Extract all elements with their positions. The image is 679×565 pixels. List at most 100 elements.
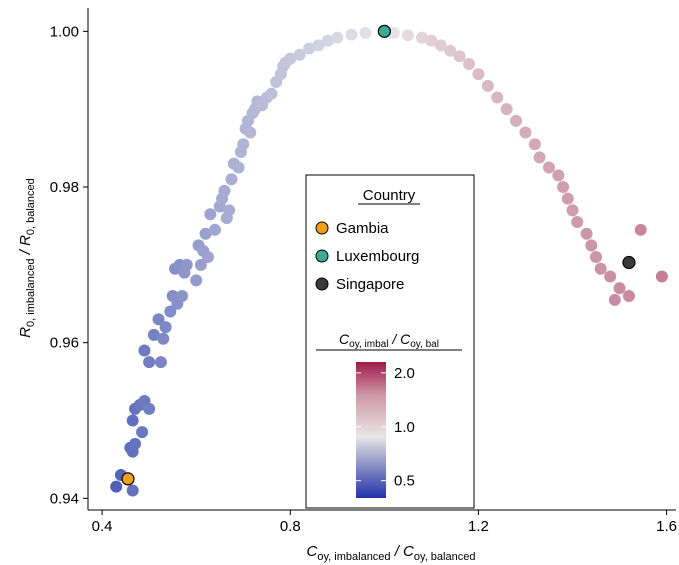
scatter-point: [622, 289, 635, 302]
scatter-point: [129, 437, 142, 450]
y-tick-label: 0.98: [50, 179, 79, 196]
scatter-point: [176, 289, 189, 302]
legend-swatch-singapore: [315, 277, 329, 291]
x-tick-label: 0.8: [280, 518, 301, 535]
scatter-point: [566, 204, 579, 217]
scatter-point: [237, 138, 250, 151]
scatter-point: [552, 169, 565, 182]
colorbar-tick-label: 2.0: [394, 365, 415, 382]
scatter-point: [533, 151, 546, 164]
scatter-point: [500, 103, 513, 116]
scatter-point: [180, 258, 193, 271]
colorbar-title-mid: / C: [388, 331, 411, 347]
y-ticks: 0.94 0.96 0.98 1.00: [50, 23, 88, 507]
scatter-point: [519, 126, 532, 139]
scatter-point: [604, 270, 617, 283]
scatter-point: [138, 344, 151, 357]
y-tick-label: 0.96: [50, 335, 79, 352]
colorbar-ticks: 0.5 1.0 2.0: [356, 365, 415, 490]
highlight-point-singapore: [622, 255, 636, 270]
scatter-point: [164, 305, 177, 318]
legend-box: Country Gambia Luxembourg Singapore Coy,…: [305, 174, 475, 509]
x-axis-label: Coy, imbalanced / Coy, balanced: [307, 543, 476, 563]
scatter-point: [126, 414, 139, 427]
scatter-point: [594, 262, 607, 275]
scatter-point: [634, 223, 647, 236]
scatter-point: [613, 282, 626, 295]
scatter-point: [110, 480, 123, 493]
scatter-point: [209, 223, 222, 236]
x-ticks: 0.4 0.8 1.2 1.6: [92, 510, 677, 535]
scatter-point: [225, 173, 238, 186]
scatter-point: [463, 58, 476, 71]
scatter-point: [157, 332, 170, 345]
scatter-point: [143, 356, 156, 369]
scatter-point: [194, 258, 207, 271]
scatter-point: [491, 91, 504, 104]
scatter-point: [453, 50, 466, 63]
scatter-point: [159, 321, 172, 334]
scatter-point: [345, 28, 358, 41]
scatter-point: [655, 270, 668, 283]
scatter-point: [136, 426, 149, 439]
scatter-point: [303, 42, 316, 55]
scatter-point: [147, 328, 160, 341]
scatter-point: [425, 34, 438, 47]
y-tick-label: 1.00: [50, 23, 79, 40]
scatter-point: [561, 192, 574, 205]
legend-label-luxembourg: Luxembourg: [336, 248, 419, 265]
legend-title: Country: [363, 187, 416, 204]
y-axis-label: R0, imbalanced / R0, balanced: [17, 178, 37, 338]
legend-swatch-luxembourg: [315, 249, 329, 263]
scatter-point: [359, 26, 372, 39]
x-axis-label-mid: / C: [391, 543, 415, 560]
scatter-point: [401, 29, 414, 42]
y-axis-label-mid: / R: [17, 235, 34, 259]
scatter-point: [199, 227, 212, 240]
scatter-point: [415, 31, 428, 44]
scatter-point: [608, 293, 621, 306]
colorbar: [356, 362, 386, 498]
scatter-point: [154, 356, 167, 369]
scatter-point: [293, 48, 306, 61]
x-tick-label: 0.4: [92, 518, 113, 535]
legend-swatch-gambia: [315, 221, 329, 235]
scatter-point: [434, 39, 447, 52]
x-tick-label: 1.2: [468, 518, 489, 535]
scatter-point: [590, 251, 603, 264]
scatter-point: [510, 114, 523, 127]
scatter-point: [190, 274, 203, 287]
highlight-points: [121, 24, 636, 486]
scatter-point: [542, 161, 555, 174]
scatter-point: [244, 126, 257, 139]
scatter-point: [571, 216, 584, 229]
scatter-point: [585, 239, 598, 252]
scatter-point: [152, 313, 165, 326]
highlight-point-luxembourg: [377, 24, 391, 38]
legend-label-gambia: Gambia: [336, 220, 389, 237]
scatter-point: [321, 34, 334, 47]
scatter-point: [312, 39, 325, 52]
colorbar-tick-label: 1.0: [394, 419, 415, 436]
scatter-point: [143, 402, 156, 415]
colorbar-tick-label: 0.5: [394, 473, 415, 490]
scatter-point: [580, 227, 593, 240]
scatter-point: [218, 184, 231, 197]
scatter-point: [126, 484, 139, 497]
scatter-point: [220, 212, 233, 225]
scatter-point: [331, 31, 344, 44]
scatter-point: [528, 138, 541, 151]
highlight-point-gambia: [121, 472, 135, 486]
scatter-point: [557, 181, 570, 194]
scatter-point: [201, 251, 214, 264]
scatter-point: [284, 52, 297, 65]
plot-points: [110, 26, 668, 497]
colorbar-title: Coy, imbal / Coy, bal: [339, 331, 439, 350]
scatter-point: [472, 68, 485, 81]
y-tick-label: 0.94: [50, 490, 79, 507]
scatter-point: [265, 87, 278, 100]
scatter-point: [204, 208, 217, 221]
x-tick-label: 1.6: [656, 518, 677, 535]
scatter-point: [444, 44, 457, 57]
